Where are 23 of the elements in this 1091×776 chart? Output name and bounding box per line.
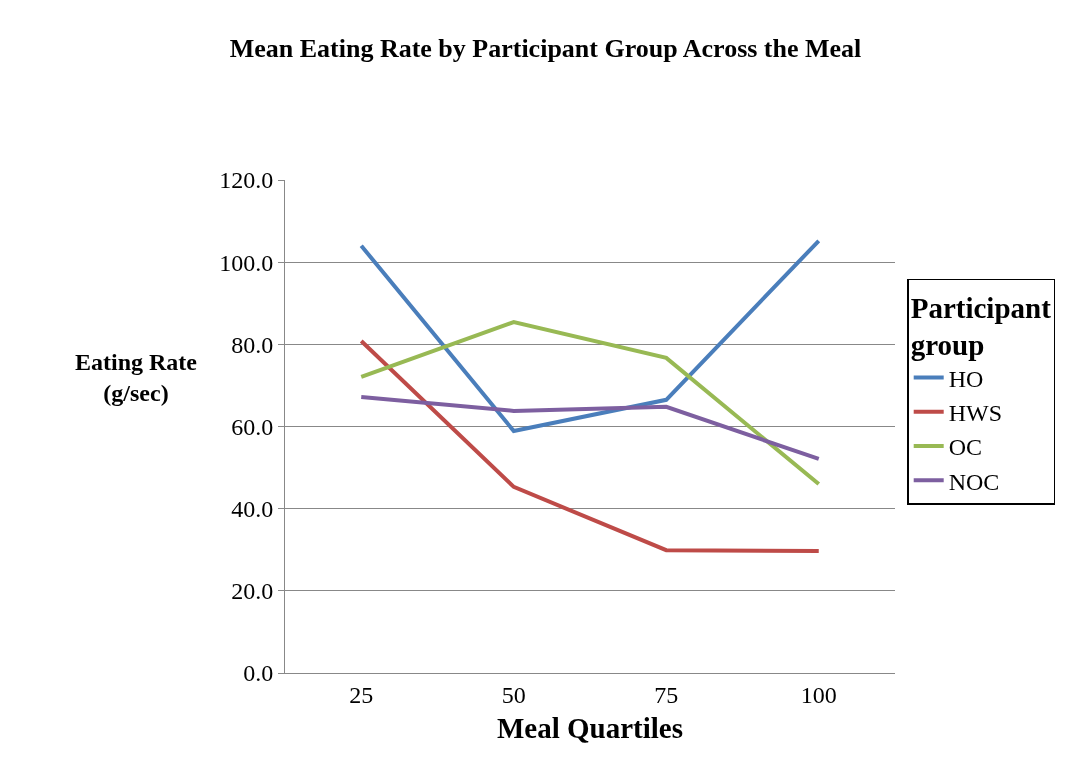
x-tick-label: 25 — [349, 681, 374, 708]
line-series — [359, 320, 821, 487]
y-tick-label: 100.0 — [219, 249, 274, 276]
y-tick-label: 40.0 — [231, 496, 274, 523]
y-axis-title: Eating Rate (g/sec) — [75, 349, 198, 407]
legend-label: OC — [948, 434, 983, 461]
legend-title: Participant group — [910, 291, 1052, 362]
x-tick-label: 100 — [800, 681, 837, 708]
y-tick-label: 20.0 — [231, 578, 274, 605]
line-series — [359, 339, 821, 553]
line-series — [359, 394, 821, 461]
chart-title: Mean Eating Rate by Participant Group Across the Meal — [229, 34, 862, 63]
y-tick-label: 0.0 — [243, 660, 274, 687]
legend-label: HWS — [948, 400, 1003, 427]
y-tick-label: 80.0 — [231, 331, 274, 358]
x-tick-label: 50 — [501, 681, 526, 708]
legend-label: HO — [948, 365, 984, 392]
x-axis-title: Meal Quartiles — [496, 711, 684, 744]
line-series — [359, 238, 821, 434]
x-tick-label: 75 — [654, 681, 679, 708]
y-tick-label: 60.0 — [231, 413, 274, 440]
legend-label: NOC — [948, 468, 1000, 495]
y-tick-label: 120.0 — [219, 167, 274, 194]
